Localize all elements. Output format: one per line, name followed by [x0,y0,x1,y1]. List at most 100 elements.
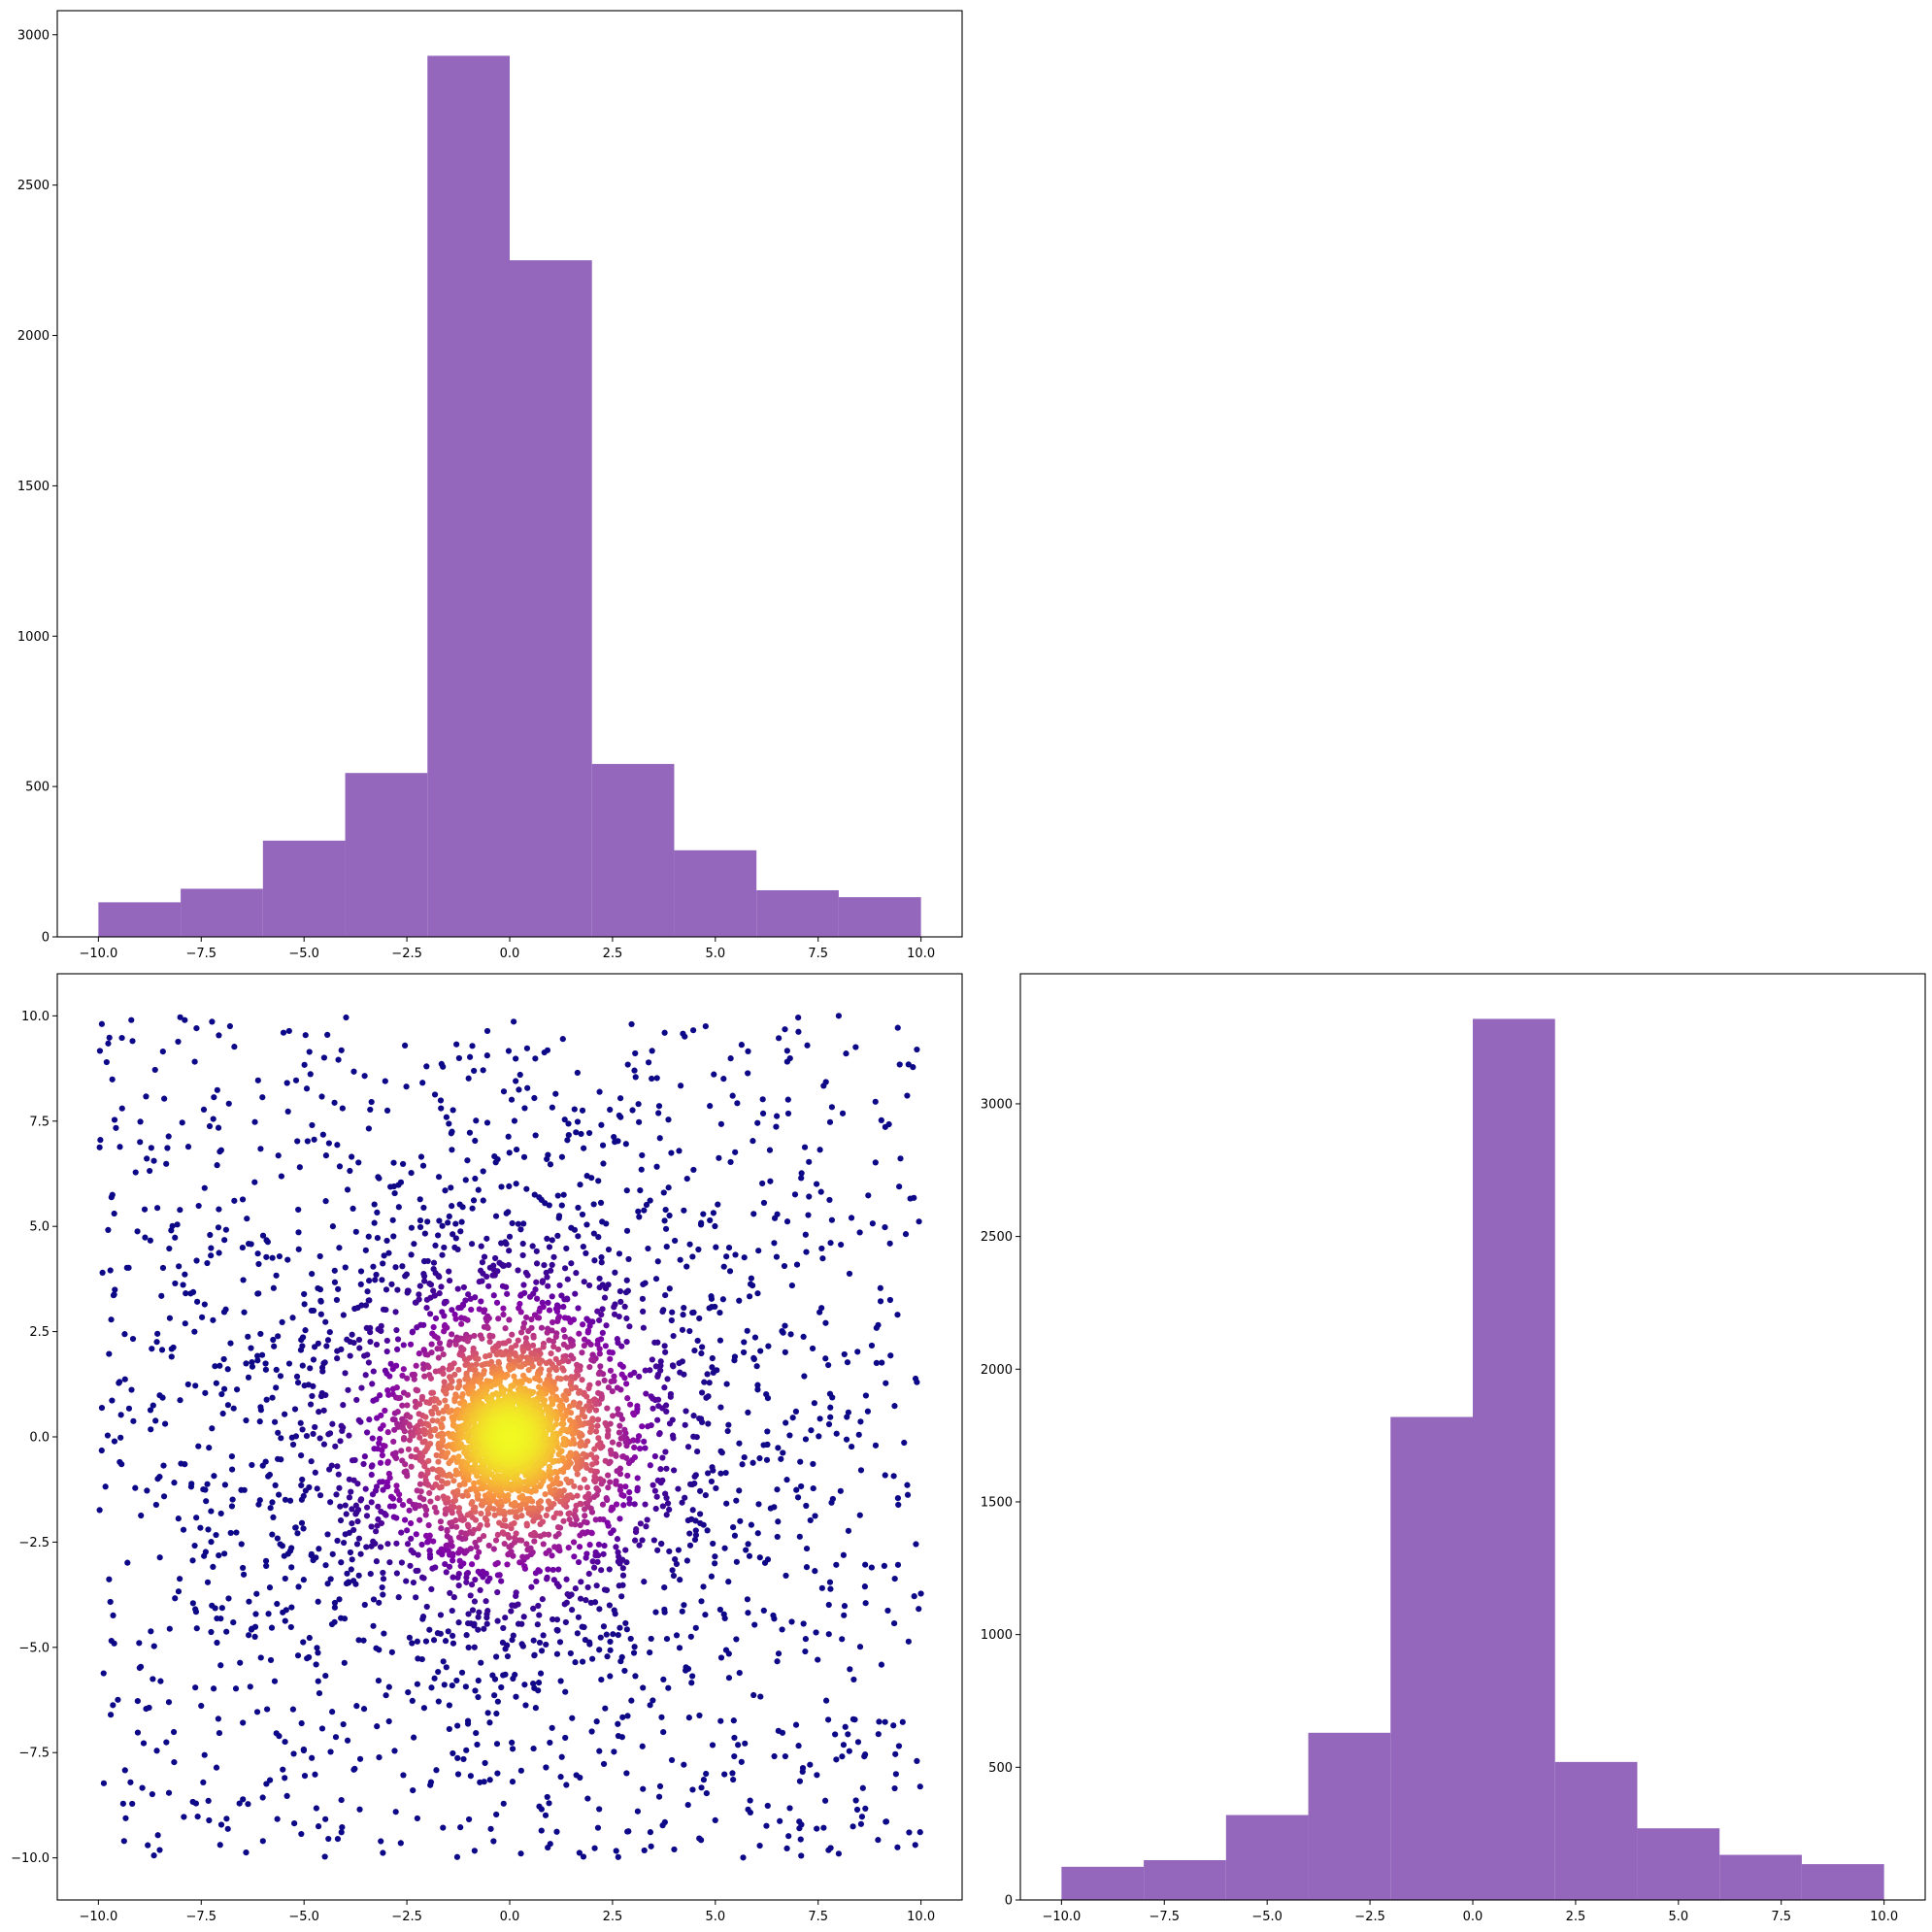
scatter-point [378,1412,384,1419]
scatter-point [681,1761,687,1768]
scatter-point [717,1470,724,1477]
scatter-point [914,1757,920,1764]
scatter-point [181,1814,187,1820]
scatter-point [469,1498,476,1506]
scatter-point [787,1331,794,1338]
scatter-point [788,1618,795,1625]
scatter-point [747,1797,753,1804]
scatter-point [450,1478,457,1484]
scatter-point [450,1594,457,1601]
scatter-point [380,1422,386,1429]
scatter-point [754,1530,761,1537]
scatter-point [882,1472,888,1479]
scatter-point [339,1823,346,1831]
scatter-point [474,1741,481,1749]
scatter-point [846,1270,853,1278]
scatter-point [878,1661,885,1668]
scatter-point [745,1541,751,1548]
scatter-point [591,1257,598,1264]
scatter-point [600,1160,607,1167]
scatter-point [298,1519,306,1526]
scatter-point [612,1269,618,1276]
scatter-point [785,1833,792,1840]
scatter-point [120,1838,127,1845]
scatter-point [597,1476,604,1482]
scatter-point [533,1355,540,1362]
scatter-point [600,1623,608,1630]
scatter-point [664,1500,672,1507]
scatter-point [912,1375,919,1382]
scatter-point [709,1364,716,1371]
scatter-point [668,1756,676,1764]
scatter-point [282,1775,288,1782]
scatter-point [813,1181,820,1187]
scatter-point [469,1043,476,1049]
scatter-point [575,1614,583,1620]
scatter-point [254,1250,261,1257]
scatter-point [521,1105,528,1112]
scatter-point [165,1789,173,1796]
scatter-point [717,1448,724,1454]
scatter-point [687,1481,694,1487]
scatter-point [249,1358,255,1366]
scatter-point [471,1526,478,1533]
scatter-point [546,1548,552,1554]
scatter-point [760,1199,768,1207]
scatter-point [141,1206,149,1213]
scatter-point [225,1100,232,1107]
scatter-point [827,1404,834,1411]
scatter-point [150,1643,157,1649]
scatter-point [662,1490,669,1497]
scatter-point [465,1377,472,1383]
scatter-point [386,1373,393,1380]
scatter-point [716,1154,722,1161]
scatter-point [882,1718,888,1725]
scatter-point [517,1329,525,1336]
scatter-point [379,1451,385,1459]
scatter-point [453,1041,460,1048]
scatter-point [460,1480,468,1486]
scatter-point [231,1044,238,1050]
scatter-point [651,1452,658,1460]
scatter-point [373,1528,380,1535]
scatter-point [442,1187,449,1194]
scatter-point [544,1329,550,1336]
scatter-point [161,1095,168,1102]
scatter-point [579,1107,586,1114]
scatter-point [550,1343,557,1350]
scatter-point [568,1385,575,1392]
scatter-point [489,1672,496,1679]
scatter-point [543,1359,550,1367]
scatter-point [771,1215,779,1221]
scatter-point [754,1386,761,1393]
scatter-point [358,1384,365,1391]
scatter-point [536,1612,543,1618]
x-tick-label: −2.5 [391,947,422,961]
scatter-point [705,1420,712,1427]
scatter-point [500,1262,507,1270]
scatter-point [751,1334,759,1341]
scatter-point [202,1486,209,1493]
scatter-point [400,1160,407,1168]
scatter-point [473,1117,480,1124]
scatter-point [148,1145,154,1151]
scatter-point [568,1374,575,1381]
scatter-point [259,1232,267,1239]
scatter-point [362,1247,369,1253]
scatter-point [336,1163,344,1170]
scatter-point [692,1527,699,1534]
scatter-point [408,1463,415,1470]
scatter-point [692,1532,700,1539]
scatter-point [585,1282,593,1289]
scatter-point [767,1178,774,1184]
scatter-point [291,1406,299,1413]
scatter-point [679,1326,686,1333]
histogram-bar [262,840,346,937]
scatter-point [421,1278,428,1284]
scatter-point [672,1237,679,1245]
scatter-point [702,1023,709,1030]
scatter-point [533,1279,540,1285]
scatter-point [188,1481,195,1487]
scatter-point [348,1566,354,1573]
scatter-point [523,1045,531,1051]
